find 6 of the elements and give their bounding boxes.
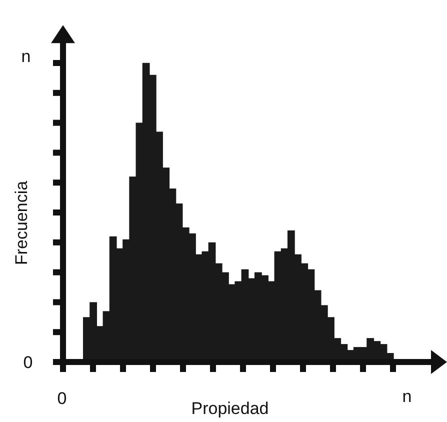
text: n xyxy=(21,47,31,66)
text: 0 xyxy=(23,353,33,372)
y-axis-title: Frecuencia xyxy=(12,180,31,266)
text: n xyxy=(402,387,412,406)
x-axis-title: Propiedad xyxy=(191,399,269,418)
text: 0 xyxy=(57,389,67,408)
